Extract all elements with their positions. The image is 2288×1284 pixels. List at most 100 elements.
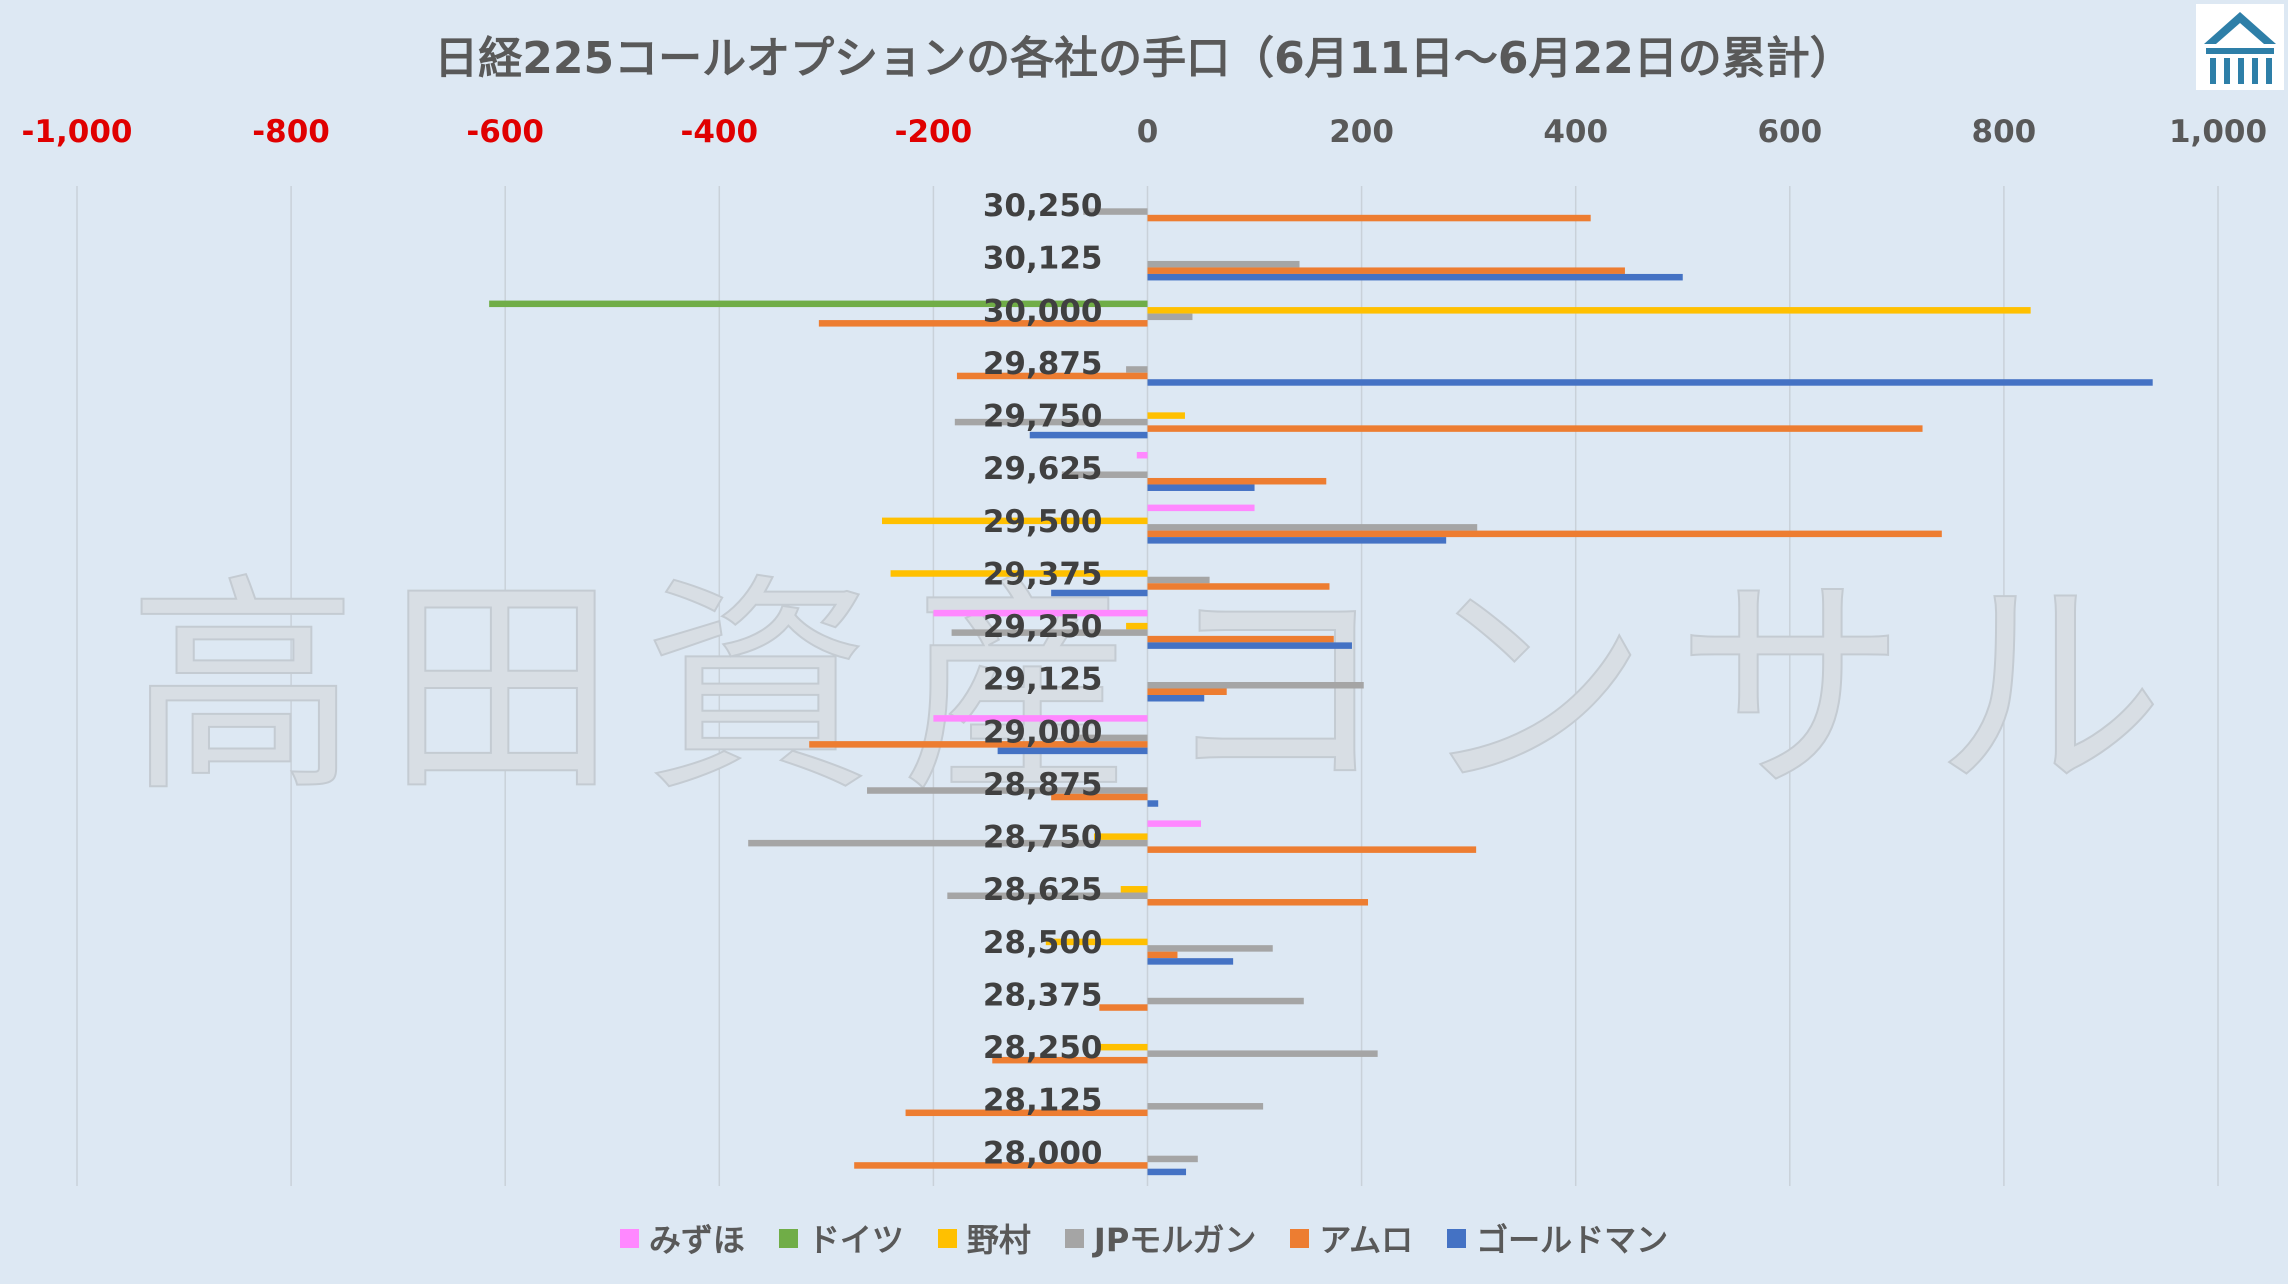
legend-swatch [937, 1228, 957, 1248]
bar-28875-5 [1147, 800, 1159, 807]
legend-item-4: アムロ [1290, 1215, 1413, 1261]
bar-29375-2 [890, 570, 1148, 577]
category-label: 29,875 [983, 346, 1103, 382]
x-tick-label: 800 [1972, 114, 2037, 150]
company-logo [2196, 4, 2284, 90]
x-tick-label: 1,000 [2169, 114, 2267, 150]
bar-29750-2 [1147, 412, 1185, 419]
x-tick-label: 0 [1137, 114, 1159, 150]
category-label: 30,125 [983, 241, 1103, 277]
bar-29250-5 [1147, 642, 1352, 649]
legend-label: ゴールドマン [1476, 1221, 1669, 1259]
legend-item-0: みずほ [619, 1215, 745, 1261]
category-label: 28,000 [983, 1135, 1103, 1171]
bar-29125-5 [1147, 695, 1205, 702]
bar-29500-3 [1147, 524, 1478, 531]
bar-28625-4 [1147, 899, 1369, 906]
category-label: 28,375 [983, 977, 1103, 1013]
x-tick-label: -400 [681, 114, 759, 150]
legend-swatch [1290, 1228, 1310, 1248]
bar-30000-1 [489, 300, 1148, 308]
legend-swatch [1064, 1228, 1084, 1248]
category-label: 29,625 [983, 451, 1103, 487]
bar-28750-0 [1147, 820, 1202, 827]
x-tick-label: -1,000 [22, 114, 133, 150]
x-tick-label: -800 [252, 114, 330, 150]
x-axis-ticks: -1,000 -800 -600 -400 -200 0 200 400 600 800 1,000 [22, 114, 2267, 150]
bar-29250-4 [1147, 635, 1334, 643]
bar-29000-3 [1072, 734, 1148, 742]
legend: みずほ ドイツ 野村 JPモルガン アムロ ゴールドマン [0, 1215, 2288, 1261]
bar-28125-3 [1147, 1103, 1264, 1110]
bar-30125-5 [1147, 273, 1683, 281]
bar-29500-2 [882, 517, 1148, 525]
legend-item-3: JPモルガン [1064, 1215, 1256, 1261]
bar-28625-3 [947, 892, 1148, 900]
bar-29250-2 [1126, 622, 1148, 630]
category-label: 28,750 [983, 820, 1103, 856]
bar-29375-5 [1051, 589, 1148, 597]
bar-28500-5 [1147, 958, 1234, 965]
bar-28000-5 [1147, 1168, 1187, 1176]
bar-29750-4 [1147, 425, 1923, 432]
category-label: 30,250 [983, 188, 1103, 224]
bar-28250-4 [992, 1056, 1148, 1064]
bar-29250-0 [933, 609, 1148, 617]
category-label: 29,250 [983, 609, 1103, 645]
category-label: 29,125 [983, 662, 1103, 698]
category-label: 30,000 [983, 293, 1103, 329]
bar-28375-4 [1099, 1004, 1148, 1011]
bar-29875-4 [956, 372, 1148, 380]
category-label: 28,125 [983, 1083, 1103, 1119]
legend-label: みずほ [648, 1221, 745, 1259]
bar-29500-5 [1147, 537, 1447, 544]
bar-28875-3 [867, 787, 1148, 794]
bar-29125-4 [1147, 688, 1227, 695]
legend-swatch [1447, 1228, 1467, 1248]
bar-28625-2 [1120, 886, 1148, 893]
bar-29625-4 [1147, 477, 1327, 485]
bar-28875-4 [1051, 793, 1148, 801]
bar-28000-3 [1147, 1155, 1198, 1163]
bar-30000-2 [1147, 307, 2031, 314]
x-tick-label: 200 [1329, 114, 1394, 150]
category-label: 28,875 [983, 767, 1103, 803]
legend-swatch [778, 1228, 798, 1248]
legend-item-5: ゴールドマン [1447, 1215, 1668, 1261]
x-tick-label: -200 [895, 114, 973, 150]
x-tick-label: -600 [466, 114, 544, 150]
bars [489, 208, 2153, 1176]
category-label: 28,625 [983, 872, 1103, 908]
bar-28750-4 [1147, 846, 1477, 853]
legend-label: 野村 [966, 1221, 1031, 1259]
bar-29625-5 [1147, 484, 1255, 491]
bar-30250-3 [1083, 208, 1148, 215]
legend-swatch [619, 1228, 639, 1248]
bar-29875-3 [1126, 366, 1148, 373]
bar-29375-4 [1147, 583, 1330, 590]
bar-29250-3 [951, 629, 1148, 636]
bar-29375-3 [1147, 576, 1210, 584]
bar-29875-5 [1147, 379, 2153, 386]
bar-28375-3 [1147, 997, 1304, 1005]
chart-title: 日経225コールオプションの各社の手口（6月11日～6月22日の累計） [434, 33, 1854, 84]
bar-29500-4 [1147, 530, 1942, 538]
bar-28250-2 [1099, 1043, 1148, 1051]
bar-30125-4 [1147, 267, 1625, 274]
bar-29000-5 [997, 747, 1148, 755]
category-label: 29,750 [983, 399, 1103, 435]
bar-29500-0 [1147, 504, 1255, 512]
category-labels: 30,250 30,125 30,000 29,875 29,750 29,625 29,5… [983, 188, 1103, 1171]
bar-29750-3 [954, 418, 1148, 426]
bar-28750-2 [1093, 833, 1148, 840]
bar-29000-4 [809, 741, 1148, 748]
bar-28500-2 [1045, 938, 1148, 946]
category-label: 28,500 [983, 925, 1103, 961]
bar-29000-0 [933, 715, 1148, 722]
bar-29125-3 [1147, 682, 1364, 689]
bar-28125-4 [905, 1109, 1148, 1117]
category-label: 29,375 [983, 556, 1103, 592]
bar-30000-3 [1147, 313, 1193, 321]
